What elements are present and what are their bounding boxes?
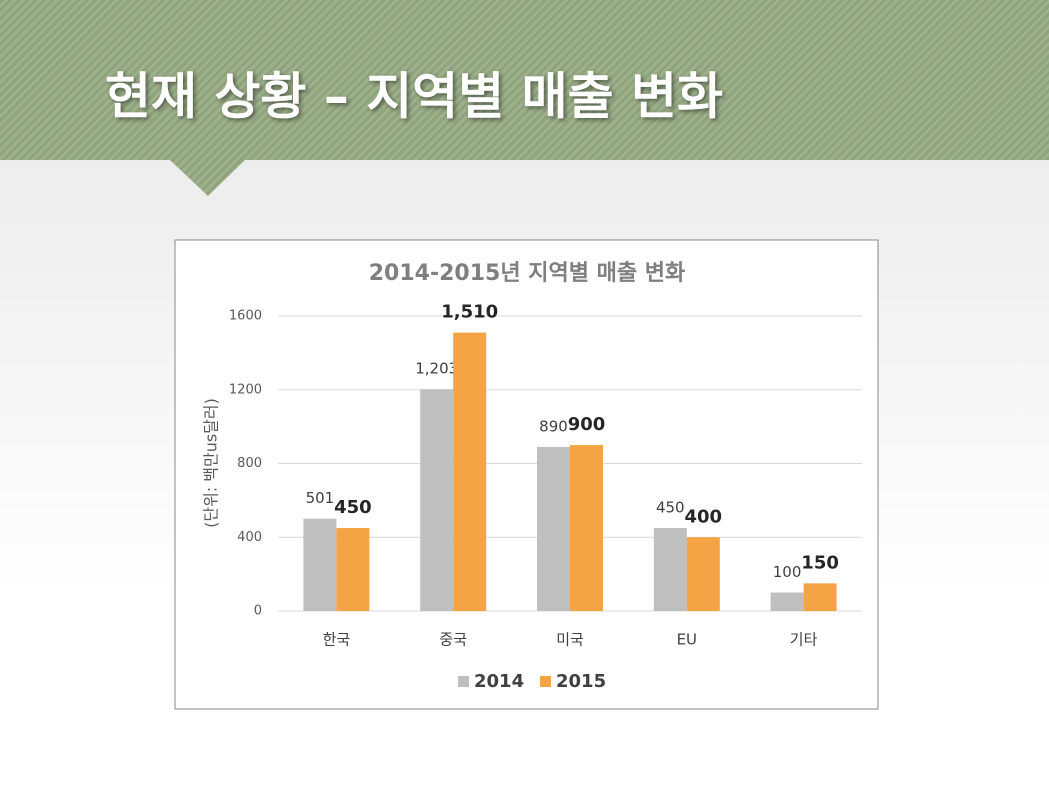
x-tick-label: 한국 [323, 631, 351, 649]
legend-label: 2015 [556, 671, 606, 692]
bar [686, 537, 720, 611]
data-label: 1,203 [415, 360, 458, 378]
bar [453, 332, 487, 611]
data-label: 501 [306, 489, 335, 507]
header-band [0, 0, 1049, 196]
legend-label: 2014 [474, 671, 524, 692]
data-label: 450 [334, 497, 372, 518]
y-tick-label: 800 [237, 456, 262, 471]
x-tick-label: 기타 [790, 631, 818, 649]
y-tick-label: 1200 [229, 382, 262, 397]
bar [570, 445, 603, 611]
bar [336, 528, 370, 611]
bar [803, 583, 837, 611]
data-label: 100 [773, 563, 802, 581]
data-label: 450 [656, 499, 685, 517]
y-tick-label: 0 [254, 604, 262, 619]
bar [770, 592, 804, 611]
y-axis-title: (단위: 백만us달러) [202, 398, 221, 528]
x-tick-label: EU [677, 631, 697, 649]
chart-frame [174, 239, 879, 710]
bar [420, 389, 454, 611]
chart-title: 2014-2015년 지역별 매출 변화 [369, 261, 686, 286]
bar [537, 446, 570, 611]
x-tick-label: 미국 [556, 631, 584, 649]
legend-swatch [458, 676, 469, 687]
slide-title: 현재 상황 – 지역별 매출 변화 [105, 68, 723, 126]
y-tick-label: 1600 [229, 309, 262, 324]
data-label: 150 [801, 552, 839, 573]
bar [303, 518, 337, 611]
bar [653, 528, 687, 611]
data-label: 1,510 [441, 302, 498, 323]
legend-swatch [540, 676, 551, 687]
y-tick-label: 400 [237, 530, 262, 545]
x-tick-label: 중국 [439, 631, 467, 649]
data-label: 890 [539, 417, 568, 435]
data-label: 400 [685, 506, 723, 527]
data-label: 900 [568, 414, 606, 435]
